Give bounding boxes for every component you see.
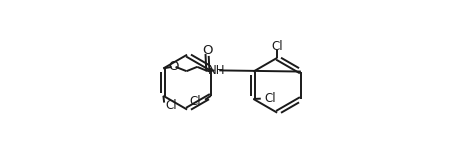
- Text: Cl: Cl: [190, 95, 201, 108]
- Text: O: O: [169, 60, 179, 73]
- Text: Cl: Cl: [264, 92, 276, 106]
- Text: NH: NH: [208, 64, 225, 77]
- Text: O: O: [202, 44, 212, 57]
- Text: Cl: Cl: [166, 99, 178, 112]
- Text: Cl: Cl: [271, 40, 283, 53]
